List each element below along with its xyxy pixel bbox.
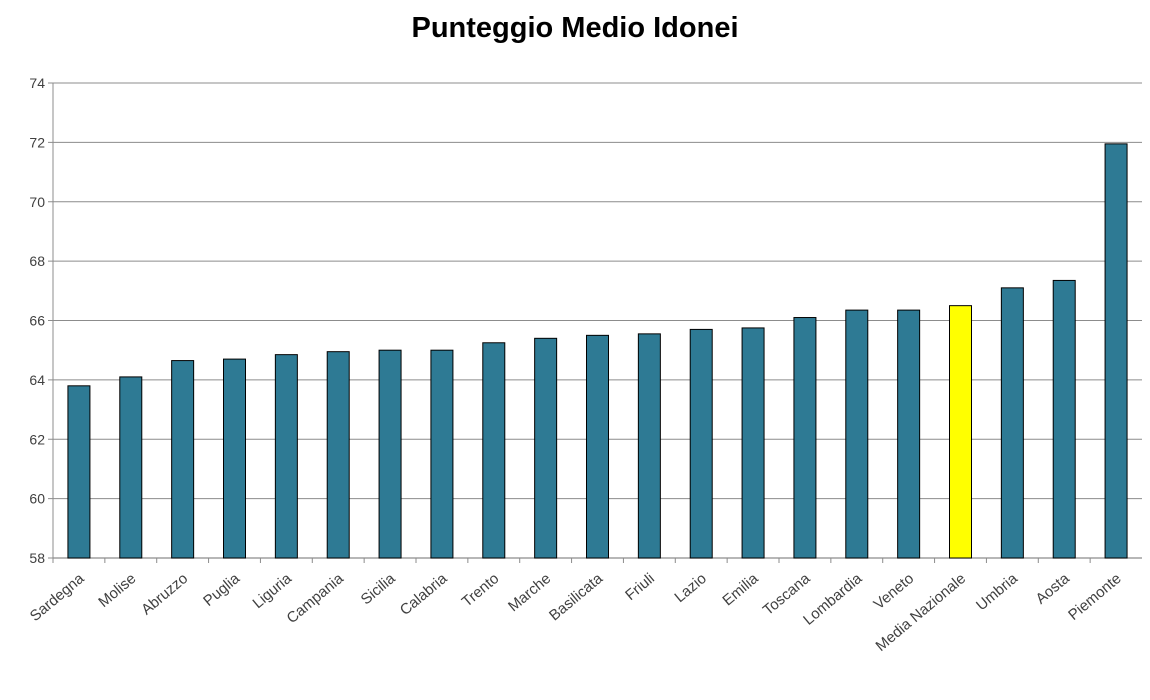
x-category-label: Media Nazionale (873, 570, 970, 655)
x-category-label: Sicilia (358, 570, 399, 609)
y-tick-label: 70 (29, 194, 45, 210)
x-category-label: Friuli (622, 570, 658, 604)
y-tick-label: 68 (29, 253, 45, 269)
bar-calabria (430, 349, 454, 559)
x-category-label: Abruzzo (138, 570, 191, 618)
x-category-label: Marche (505, 570, 554, 615)
x-category-label: Molise (95, 570, 139, 611)
x-category-label: Campania (283, 570, 347, 627)
y-tick-label: 66 (29, 313, 45, 329)
y-tick-label: 74 (29, 75, 45, 91)
bar-umbria (1000, 287, 1024, 559)
bar-emilia (741, 327, 765, 559)
bar-marche (534, 337, 558, 559)
x-category-label: Basilicata (546, 570, 607, 625)
bar-lombardia (845, 309, 869, 559)
bar-puglia (223, 358, 246, 559)
x-category-label: Puglia (200, 570, 243, 610)
x-category-label: Emilia (719, 570, 762, 610)
bar-molise (119, 376, 143, 559)
chart-title: Punteggio Medio Idonei (411, 12, 739, 44)
bar-campania (326, 351, 350, 559)
y-tick-label: 58 (29, 550, 45, 566)
bar-sardegna (67, 385, 91, 559)
x-category-label: Lazio (671, 570, 709, 606)
bar-piemonte (1104, 143, 1128, 559)
bar-media-nazionale (949, 305, 972, 559)
y-tick-label: 72 (29, 134, 45, 150)
bar-aosta (1052, 279, 1076, 559)
x-category-label: Piemonte (1065, 570, 1124, 624)
x-category-label: Trento (459, 570, 503, 611)
y-tick-label: 64 (29, 372, 45, 388)
bar-abruzzo (171, 360, 195, 559)
x-category-label: Aosta (1032, 570, 1073, 608)
bar-basilicata (586, 334, 609, 559)
bar-veneto (897, 309, 921, 559)
x-category-label: Veneto (870, 570, 917, 613)
bar-layer (67, 143, 1128, 559)
y-tick-label: 60 (29, 491, 45, 507)
bar-toscana (793, 317, 817, 559)
y-tick-label: 62 (29, 431, 45, 447)
bar-sicilia (378, 349, 402, 559)
x-category-label: Liguria (250, 570, 296, 612)
bar-friuli (637, 333, 661, 559)
bar-lazio (689, 328, 713, 559)
x-category-label: Umbria (973, 570, 1021, 615)
bar-trento (482, 342, 506, 559)
x-category-label: Lombardia (800, 570, 866, 629)
bar-liguria (274, 354, 298, 559)
x-category-label: Sardegna (27, 570, 88, 625)
x-category-label: Calabria (397, 570, 451, 619)
